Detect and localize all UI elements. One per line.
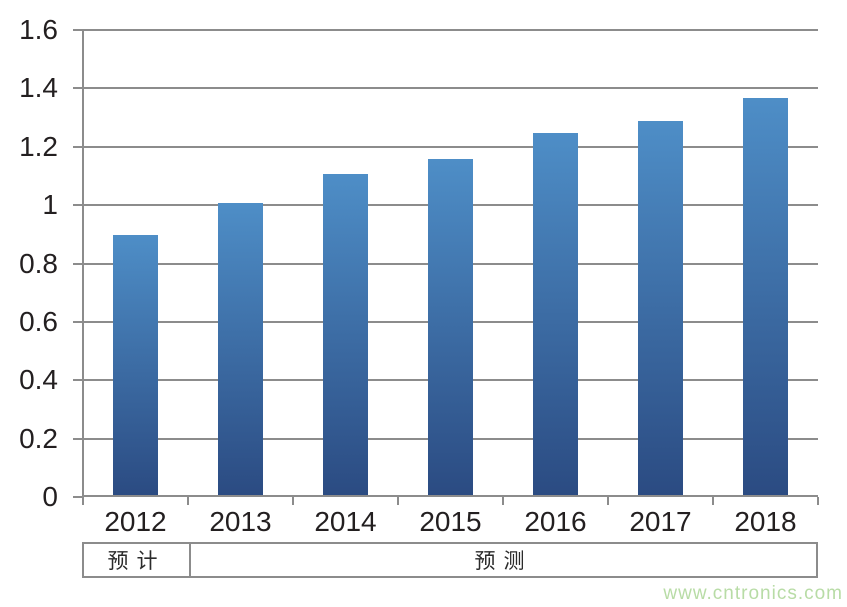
gridline-1.2: [83, 145, 818, 148]
bar-2016: [533, 133, 578, 495]
x-axis-label-2012: 2012: [104, 506, 167, 537]
x-axis-boundary-tick: [502, 497, 504, 505]
estimate-cell: 预计: [84, 544, 191, 576]
y-axis-tick-0.8: [73, 262, 83, 265]
x-axis-label-2013: 2013: [209, 506, 272, 537]
x-axis-boundary-tick: [397, 497, 399, 505]
y-axis-tick-label-1: 1: [42, 189, 58, 221]
y-axis-tick-label-0.4: 0.4: [19, 364, 58, 396]
x-axis-boundary-tick: [292, 497, 294, 505]
bar-2013: [218, 203, 263, 495]
y-axis-tick-0: [73, 496, 83, 498]
gridline-1.4: [83, 87, 818, 90]
x-axis-boundary-tick: [607, 497, 609, 505]
forecast-cell: 预测: [191, 544, 816, 576]
period-annotation-table: 预计 预测: [82, 542, 818, 578]
y-axis-tick-label-1.6: 1.6: [19, 14, 58, 45]
y-axis-tick-0.4: [73, 379, 83, 382]
x-axis-label-2017: 2017: [629, 506, 692, 537]
bar-2018: [743, 98, 788, 495]
y-axis-tick-0.6: [73, 320, 83, 323]
x-axis-label-2016: 2016: [524, 506, 587, 537]
bar-2012: [113, 235, 158, 495]
y-axis-tick-label-0: 0: [42, 481, 58, 512]
x-axis-label-2015: 2015: [419, 506, 482, 537]
y-axis-tick-label-1.4: 1.4: [19, 72, 58, 104]
x-axis-boundary-tick: [187, 497, 189, 505]
x-axis-boundary-tick: [712, 497, 714, 505]
watermark-text: www.cntronics.com: [663, 583, 843, 604]
y-axis-line: [82, 30, 84, 505]
forecast-label: 预测: [474, 550, 533, 573]
plot-area: [73, 29, 819, 505]
y-axis-tick-1: [73, 204, 83, 207]
y-axis-tick-label-0.2: 0.2: [19, 422, 58, 454]
x-axis-boundary-tick: [817, 497, 819, 505]
bar-2014: [323, 173, 368, 495]
y-axis-tick-label-1.2: 1.2: [19, 130, 58, 162]
y-axis-tick-label-0.6: 0.6: [19, 305, 58, 337]
x-axis-line: [83, 495, 818, 497]
y-axis-tick-0.2: [73, 437, 83, 440]
y-axis-tick-1.4: [73, 87, 83, 90]
y-axis-tick-1.6: [73, 29, 83, 31]
bar-2015: [428, 159, 473, 495]
y-axis-tick-label-0.8: 0.8: [19, 247, 58, 279]
x-axis-label-2018: 2018: [734, 506, 797, 537]
y-axis-tick-1.2: [73, 145, 83, 148]
estimate-label: 预计: [107, 550, 166, 573]
gridline-1.6: [83, 29, 818, 31]
x-axis-label-2014: 2014: [314, 506, 377, 537]
bar-2017: [638, 121, 683, 495]
